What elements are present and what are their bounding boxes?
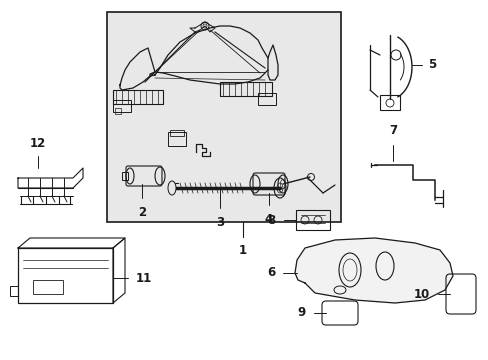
Text: 1: 1 <box>239 244 246 257</box>
Ellipse shape <box>168 181 176 195</box>
Text: 5: 5 <box>427 58 435 72</box>
Text: 9: 9 <box>297 306 305 320</box>
Bar <box>258 93 275 105</box>
Text: 7: 7 <box>388 124 396 137</box>
Bar <box>168 132 185 146</box>
Text: 10: 10 <box>413 288 429 301</box>
Bar <box>295 210 329 230</box>
Text: 3: 3 <box>216 216 224 229</box>
Bar <box>18 248 113 303</box>
Text: 12: 12 <box>30 137 46 150</box>
Bar <box>33 280 63 294</box>
Text: 2: 2 <box>138 206 146 219</box>
Bar <box>122 172 128 180</box>
Text: 11: 11 <box>136 271 152 284</box>
Bar <box>115 108 121 114</box>
Bar <box>113 100 131 112</box>
Bar <box>170 130 183 136</box>
Bar <box>379 95 399 110</box>
Polygon shape <box>294 238 452 303</box>
Text: 8: 8 <box>267 213 275 226</box>
Bar <box>10 286 18 296</box>
Bar <box>113 90 163 104</box>
Bar <box>107 12 340 222</box>
Bar <box>220 82 271 96</box>
Text: 4: 4 <box>264 213 273 226</box>
Text: 6: 6 <box>266 266 274 279</box>
